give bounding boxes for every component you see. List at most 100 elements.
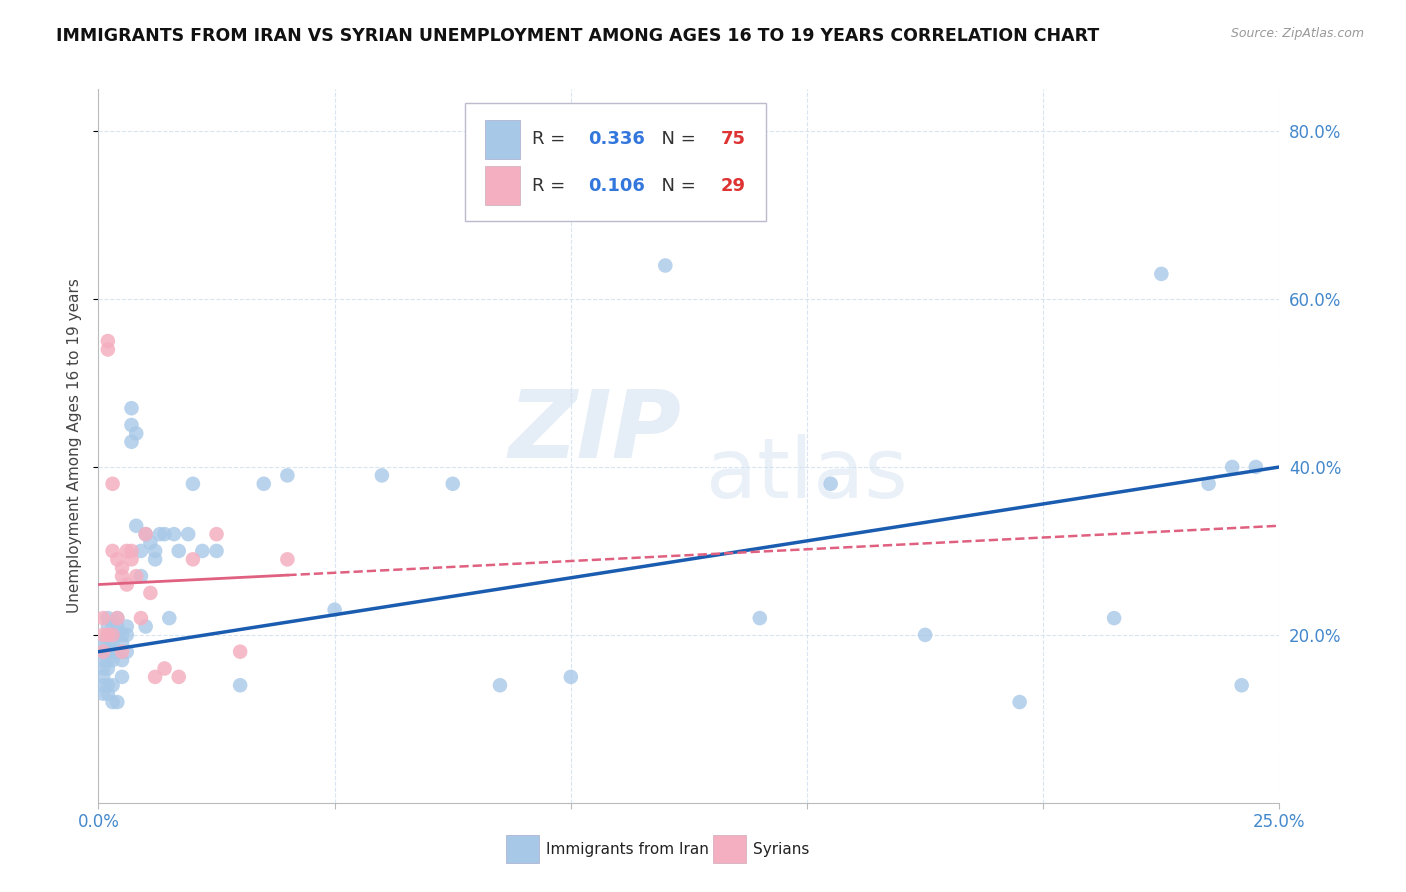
Point (91, 653, 114, 667)
Point (101, 628, 124, 642)
Point (129, 611, 152, 625)
Point (253, 476, 276, 491)
Point (177, 527, 200, 541)
FancyBboxPatch shape (464, 103, 766, 221)
Point (121, 401, 143, 416)
Point (129, 569, 152, 583)
Point (276, 552, 298, 566)
Point (125, 569, 148, 583)
Point (97, 619, 120, 633)
Point (111, 645, 134, 659)
Point (181, 552, 204, 566)
Point (91, 687, 114, 701)
Point (1230, 678, 1253, 692)
Point (489, 678, 512, 692)
Point (229, 645, 252, 659)
Text: 0.106: 0.106 (589, 177, 645, 194)
Point (115, 645, 138, 659)
Point (115, 577, 138, 591)
Point (1198, 476, 1220, 491)
Text: Immigrants from Iran: Immigrants from Iran (546, 842, 709, 856)
Point (105, 645, 128, 659)
Point (121, 417, 143, 432)
Point (115, 619, 138, 633)
Point (820, 476, 842, 491)
Point (323, 603, 346, 617)
Point (121, 544, 143, 558)
Point (91, 611, 114, 625)
Point (97, 653, 120, 667)
Point (111, 636, 134, 650)
Point (121, 552, 143, 566)
Text: N =: N = (650, 177, 702, 194)
Point (97, 661, 120, 675)
Text: 0.336: 0.336 (589, 130, 645, 148)
Point (1244, 460, 1267, 475)
Point (91, 636, 114, 650)
Bar (506, 835, 538, 863)
Point (115, 544, 138, 558)
Text: 75: 75 (721, 130, 745, 148)
Point (111, 653, 134, 667)
Point (441, 476, 464, 491)
Point (115, 628, 138, 642)
Point (105, 611, 128, 625)
Point (97, 611, 120, 625)
Point (143, 552, 166, 566)
Point (143, 544, 166, 558)
Text: IMMIGRANTS FROM IRAN VS SYRIAN UNEMPLOYMENT AMONG AGES 16 TO 19 YEARS CORRELATIO: IMMIGRANTS FROM IRAN VS SYRIAN UNEMPLOYM… (56, 27, 1099, 45)
Point (125, 426, 148, 441)
Point (139, 535, 162, 549)
Text: Syrians: Syrians (752, 842, 808, 856)
Point (167, 670, 190, 684)
Point (91, 645, 114, 659)
Text: R =: R = (531, 177, 571, 194)
Point (97, 678, 120, 692)
Point (748, 611, 770, 625)
Point (191, 544, 214, 558)
Point (1008, 695, 1031, 709)
Point (229, 678, 252, 692)
Point (101, 476, 124, 491)
Point (153, 661, 176, 675)
Point (101, 678, 124, 692)
Bar (713, 835, 745, 863)
Point (167, 544, 190, 558)
Point (97, 343, 120, 357)
Point (654, 259, 676, 273)
Point (97, 636, 120, 650)
Point (111, 560, 134, 574)
Point (153, 527, 176, 541)
Point (163, 527, 186, 541)
Point (157, 611, 180, 625)
Point (135, 619, 157, 633)
Point (1220, 460, 1243, 475)
Point (97, 628, 120, 642)
Point (111, 628, 134, 642)
Point (97, 687, 120, 701)
Y-axis label: Unemployment Among Ages 16 to 19 years: Unemployment Among Ages 16 to 19 years (67, 278, 83, 614)
Point (105, 619, 128, 633)
Point (101, 544, 124, 558)
Point (101, 695, 124, 709)
Point (560, 670, 582, 684)
Point (105, 628, 128, 642)
Text: atlas: atlas (706, 434, 908, 515)
Point (97, 628, 120, 642)
Bar (485, 120, 520, 159)
Point (121, 434, 143, 449)
Point (91, 661, 114, 675)
Point (1102, 611, 1125, 625)
Point (125, 518, 148, 533)
Point (101, 636, 124, 650)
Point (205, 544, 228, 558)
Point (149, 527, 172, 541)
Point (914, 628, 936, 642)
Text: R =: R = (531, 130, 571, 148)
Point (97, 645, 120, 659)
Point (276, 468, 298, 483)
Point (101, 628, 124, 642)
Point (105, 611, 128, 625)
Point (91, 670, 114, 684)
Point (101, 645, 124, 659)
